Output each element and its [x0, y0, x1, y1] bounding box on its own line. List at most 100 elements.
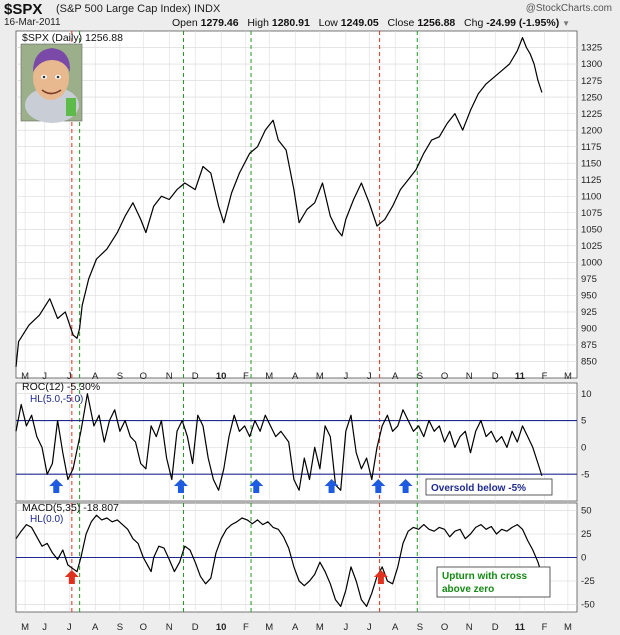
macd-hl-legend: HL(0.0)	[30, 514, 63, 525]
oversold-label: Oversold below -5%	[431, 483, 526, 494]
close-label: Close	[387, 17, 415, 29]
month-label: F	[542, 371, 548, 382]
price-y-tick: 850	[581, 357, 597, 368]
month-label: M	[316, 622, 324, 633]
month-label: M	[21, 371, 29, 382]
month-label: J	[343, 622, 348, 633]
open-label: Open	[172, 17, 198, 29]
month-label: M	[316, 371, 324, 382]
price-y-tick: 1100	[581, 191, 601, 202]
month-label: F	[243, 371, 249, 382]
month-label: J	[42, 371, 47, 382]
signal-arrows	[49, 479, 413, 584]
price-y-tick: 1225	[581, 109, 602, 120]
price-y-tick: 1125	[581, 175, 601, 186]
month-label: D	[492, 622, 499, 633]
roc-panel-title: ROC(12) -5.30%	[22, 381, 100, 393]
month-label: 11	[515, 371, 526, 382]
high-label: High	[247, 17, 269, 29]
watermark: @StockCharts.com	[525, 3, 612, 14]
macd-y-tick: -25	[581, 576, 595, 587]
chart-header: $SPX (S&P 500 Large Cap Index) INDX @Sto…	[4, 0, 616, 30]
blue-up-arrow-icon	[249, 479, 264, 493]
macd-series-line	[15, 514, 543, 607]
signal-vertical-lines	[71, 31, 418, 612]
price-series-line	[15, 37, 543, 367]
month-label: S	[417, 622, 423, 633]
roc-series-line	[15, 393, 543, 491]
month-label: F	[542, 622, 548, 633]
month-label: F	[243, 622, 249, 633]
price-y-tick: 1075	[581, 208, 602, 219]
month-label: O	[140, 371, 147, 382]
upturn-annotation: Upturn with cross above zero	[436, 566, 551, 598]
month-label: 10	[216, 371, 227, 382]
month-label: A	[92, 622, 99, 633]
month-label: J	[367, 371, 372, 382]
macd-y-tick: -50	[581, 600, 595, 611]
high-value: 1280.91	[271, 17, 310, 29]
upturn-label-line2: above zero	[442, 584, 494, 595]
macd-y-tick: 50	[581, 506, 592, 517]
open-value: 1279.46	[200, 17, 239, 29]
month-label: M	[265, 371, 273, 382]
price-y-tick: 875	[581, 340, 597, 351]
month-label: A	[392, 622, 399, 633]
blue-up-arrow-icon	[324, 479, 339, 493]
close-value: 1256.88	[417, 17, 456, 29]
buzz-avatar	[20, 43, 83, 123]
chg-value: -24.99 (-1.95%)	[486, 17, 560, 29]
price-y-tick: 975	[581, 274, 597, 285]
month-label: O	[441, 622, 448, 633]
low-value: 1249.05	[340, 17, 379, 29]
price-y-tick: 1250	[581, 92, 602, 103]
macd-panel-title: MACD(5,35) -18.807	[22, 502, 119, 514]
month-label: A	[92, 371, 99, 382]
roc-y-tick: 0	[581, 443, 586, 454]
roc-y-tick: -5	[581, 469, 589, 480]
price-y-tick: 1175	[581, 142, 601, 153]
month-label: N	[166, 371, 173, 382]
month-label: J	[343, 371, 348, 382]
macd-y-tick: 25	[581, 529, 592, 540]
price-y-tick: 1325	[581, 43, 602, 54]
security-name: (S&P 500 Large Cap Index) INDX	[56, 3, 221, 15]
month-label: N	[466, 371, 473, 382]
month-label: J	[67, 371, 72, 382]
month-label: S	[417, 371, 423, 382]
month-label: M	[21, 622, 29, 633]
symbol: $SPX	[4, 1, 43, 18]
month-label: A	[292, 371, 299, 382]
price-y-tick: 950	[581, 291, 597, 302]
panel-backgrounds	[15, 30, 578, 613]
chevron-down-icon[interactable]: ▼	[562, 19, 571, 28]
price-panel-title: $SPX (Daily) 1256.88	[22, 32, 123, 44]
price-y-tick: 1050	[581, 224, 602, 235]
low-label: Low	[318, 17, 338, 29]
series-lines	[15, 37, 543, 607]
red-up-arrow-icon	[64, 570, 79, 584]
price-y-tick: 1300	[581, 59, 602, 70]
roc-y-tick: 5	[581, 416, 586, 427]
macd-y-tick: 0	[581, 553, 586, 564]
month-label: M	[564, 622, 572, 633]
quote-date: 16-Mar-2011	[4, 17, 61, 28]
month-label: J	[42, 622, 47, 633]
month-label: M	[564, 371, 572, 382]
chg-label: Chg	[464, 17, 484, 29]
price-y-tick: 925	[581, 307, 597, 318]
quote-line: Open 1279.46 High 1280.91 Low 1249.05 Cl…	[172, 17, 570, 29]
upturn-label-line1: Upturn with cross	[442, 571, 527, 582]
y-tick-labels: 8508759009259509751000102510501075110011…	[581, 43, 602, 611]
blue-up-arrow-icon	[173, 479, 188, 493]
month-label: S	[117, 622, 123, 633]
oversold-annotation: Oversold below -5%	[425, 478, 553, 496]
price-y-tick: 1200	[581, 125, 602, 136]
month-label: J	[67, 622, 72, 633]
month-label: D	[492, 371, 499, 382]
price-y-tick: 900	[581, 324, 597, 335]
month-label: D	[192, 622, 199, 633]
month-label: M	[265, 622, 273, 633]
month-label: 11	[515, 622, 526, 633]
